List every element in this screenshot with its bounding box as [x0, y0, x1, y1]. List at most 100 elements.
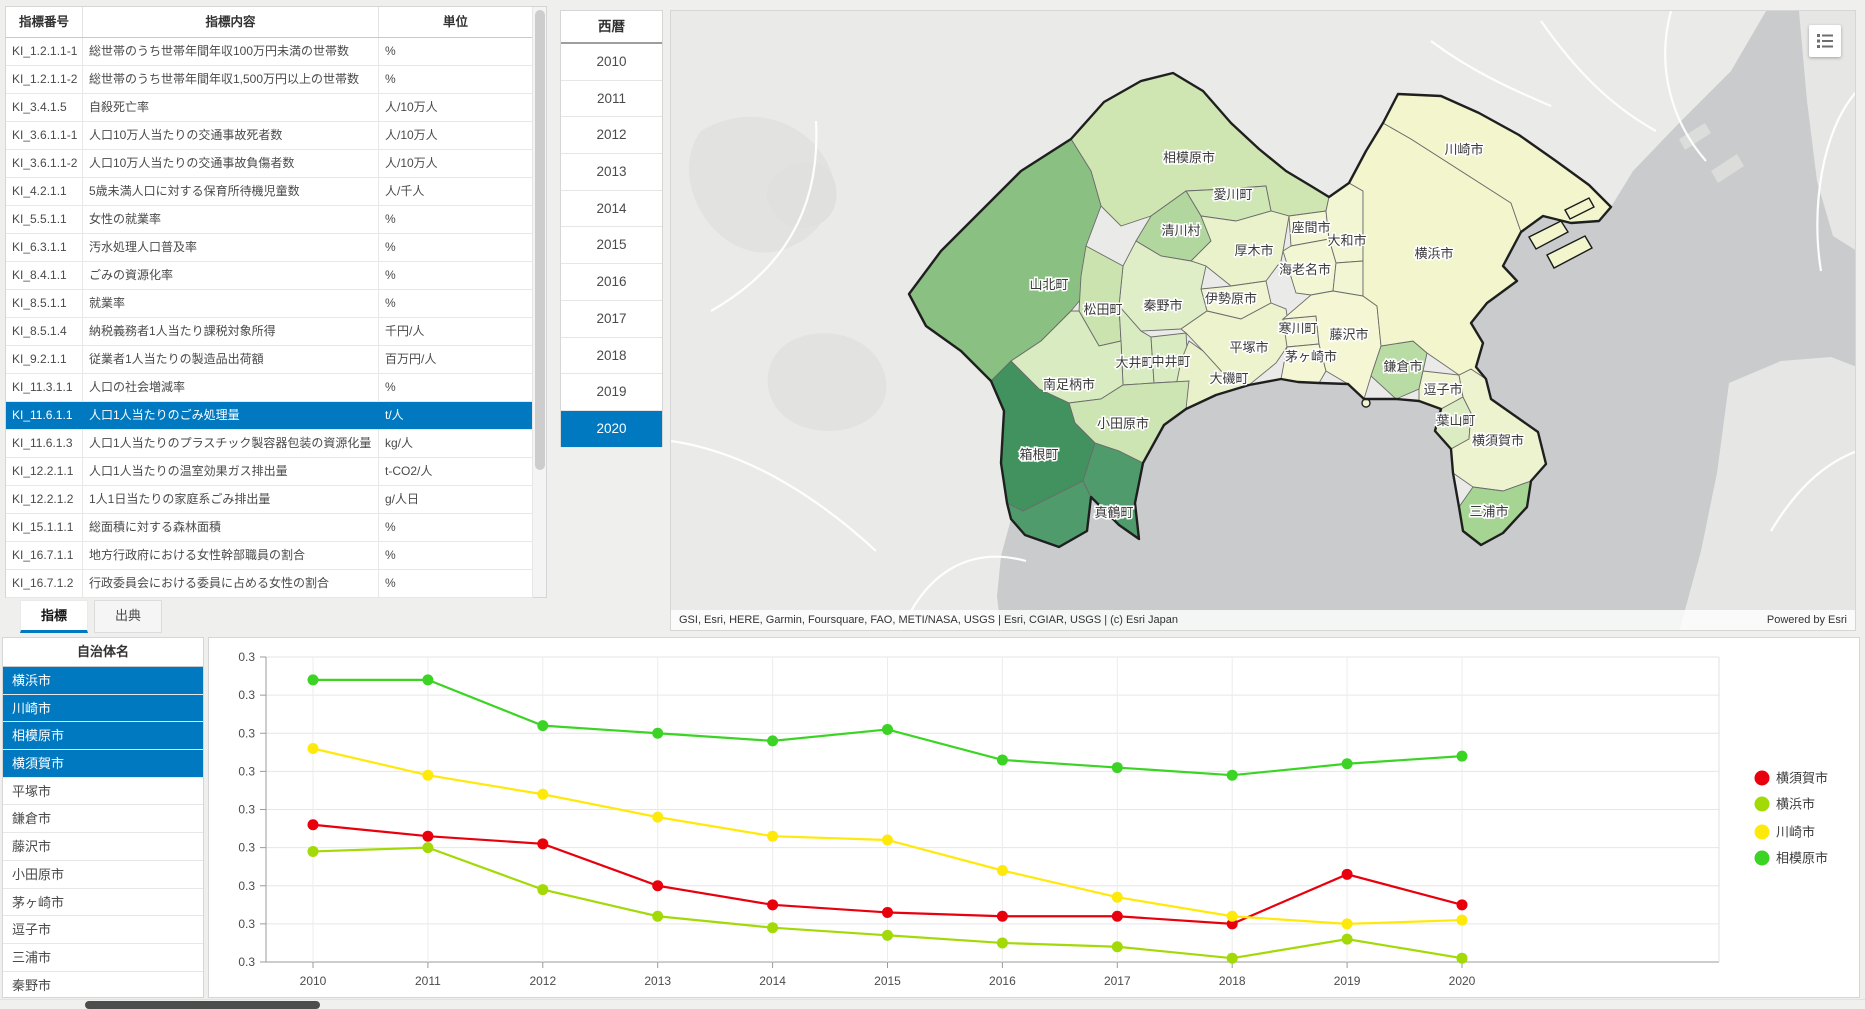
year-row[interactable]: 2010: [561, 44, 662, 81]
year-row[interactable]: 2017: [561, 301, 662, 338]
prefecture-outline: [907, 71, 1613, 549]
indicator-row[interactable]: KI_5.5.1.1 女性の就業率%: [6, 206, 533, 234]
chart-point: [652, 727, 664, 739]
map-region-label: 藤沢市: [1329, 327, 1368, 342]
legend-label[interactable]: 横須賀市: [1776, 771, 1828, 786]
indicator-table-scrollbar[interactable]: [532, 7, 546, 597]
chart-point: [882, 906, 893, 918]
indicator-row[interactable]: KI_12.2.1.1 人口1人当たりの温室効果ガス排出量 t-CO2/人: [6, 458, 533, 486]
year-row[interactable]: 2016: [561, 264, 662, 301]
indicator-no: KI_9.2.1.1: [6, 346, 83, 373]
indicator-content: 就業率: [83, 290, 379, 317]
municipality-row[interactable]: 藤沢市: [3, 833, 203, 861]
indicator-row[interactable]: KI_9.2.1.1 従業者1人当たりの製造品出荷額 百万円/人: [6, 346, 533, 374]
indicator-row[interactable]: KI_16.7.1.1 地方行政府における女性幹部職員の割合%: [6, 542, 533, 570]
indicator-row[interactable]: KI_16.7.1.2 行政委員会における委員に占める女性の割合%: [6, 570, 533, 598]
legend-swatch[interactable]: [1754, 850, 1770, 866]
indicator-content: 従業者1人当たりの製造品出荷額: [83, 346, 379, 373]
municipality-row[interactable]: 茅ヶ崎市: [3, 889, 203, 917]
harbour-piers: [1528, 197, 1595, 269]
municipality-row[interactable]: 川崎市: [3, 694, 203, 723]
indicator-row[interactable]: KI_8.5.1.4 納税義務者1人当たり課税対象所得 千円/人: [6, 318, 533, 346]
indicator-row[interactable]: KI_1.2.1.1-1 総世帯のうち世帯年間年収100万円未満の世帯数%: [6, 38, 533, 66]
legend-label[interactable]: 横浜市: [1776, 797, 1815, 812]
tab-indicator[interactable]: 指標: [20, 600, 89, 633]
year-row[interactable]: 2015: [561, 227, 662, 265]
municipality-row[interactable]: 鎌倉市: [3, 805, 203, 834]
map-legend-button[interactable]: [1809, 25, 1841, 57]
indicator-row[interactable]: KI_12.2.1.2 1人1日当たりの家庭系ごみ排出量 g/人日: [6, 486, 533, 514]
indicator-content: 女性の就業率: [83, 206, 379, 233]
indicator-unit: 人/千人: [379, 178, 533, 205]
year-row[interactable]: 2013: [561, 154, 662, 191]
chart-point: [422, 830, 434, 842]
indicator-row[interactable]: KI_6.3.1.1 汚水処理人口普及率%: [6, 234, 533, 262]
indicator-row[interactable]: KI_3.4.1.5 自殺死亡率 人/10万人: [6, 94, 533, 122]
legend-label[interactable]: 相模原市: [1776, 851, 1828, 866]
legend-label[interactable]: 川崎市: [1776, 825, 1815, 840]
map-panel[interactable]: 相模原市 山北町 愛川町 清川村 厚木市 座間市 大和市 海老名市 伊勢原市 秦野市 松田町 大井町中…: [670, 10, 1856, 631]
indicator-no: KI_5.5.1.1: [6, 206, 83, 233]
legend-swatch[interactable]: [1754, 824, 1770, 840]
municipality-row[interactable]: 秦野市: [3, 972, 203, 997]
year-row[interactable]: 2019: [561, 374, 662, 411]
indicator-row[interactable]: KI_11.3.1.1 人口の社会増減率%: [6, 374, 533, 402]
year-row[interactable]: 2020: [561, 410, 662, 448]
year-row[interactable]: 2018: [561, 338, 662, 375]
port-structure: [1711, 154, 1744, 183]
land-chiba-north: [1799, 11, 1855, 250]
y-tick-label: 0.3: [238, 688, 255, 702]
indicator-no: KI_8.5.1.4: [6, 318, 83, 345]
indicator-content: 人口1人当たりのごみ処理量: [83, 402, 379, 429]
indicator-unit: t/人: [379, 402, 533, 429]
indicator-no: KI_8.5.1.1: [6, 290, 83, 317]
map-region-ayase[interactable]: [1332, 260, 1364, 297]
municipality-row[interactable]: 平塚市: [3, 778, 203, 806]
indicator-row[interactable]: KI_8.5.1.1 就業率%: [6, 290, 533, 318]
indicator-row[interactable]: KI_11.6.1.1 人口1人当たりのごみ処理量 t/人: [6, 402, 533, 430]
map-region-label: 秦野市: [1143, 298, 1182, 313]
chart-point: [1226, 918, 1238, 930]
municipality-row[interactable]: 小田原市: [3, 861, 203, 889]
indicator-row[interactable]: KI_3.6.1.1-1 人口10万人当たりの交通事故死者数 人/10万人: [6, 122, 533, 150]
indicator-unit: 人/10万人: [379, 94, 533, 121]
legend-swatch[interactable]: [1754, 796, 1770, 812]
municipality-row[interactable]: 逗子市: [3, 916, 203, 944]
chart-point: [1226, 910, 1238, 922]
municipality-row[interactable]: 横須賀市: [3, 750, 203, 778]
map-region-hiratsuka[interactable]: [1180, 302, 1292, 386]
map-region-label: 逗子市: [1423, 382, 1462, 397]
tab-source[interactable]: 出典: [94, 600, 163, 633]
indicator-row[interactable]: KI_3.6.1.1-2 人口10万人当たりの交通事故負傷者数 人/10万人: [6, 150, 533, 178]
indicator-row[interactable]: KI_8.4.1.1 ごみの資源化率%: [6, 262, 533, 290]
map-region-label: 横浜市: [1414, 246, 1453, 261]
horizontal-scrollbar-track[interactable]: [0, 999, 1865, 1009]
year-row[interactable]: 2014: [561, 191, 662, 228]
municipality-row[interactable]: 相模原市: [3, 722, 203, 751]
chart-point: [882, 723, 893, 735]
map-region-label: 寒川町: [1278, 321, 1317, 336]
map-attribution: GSI, Esri, HERE, Garmin, Foursquare, FAO…: [671, 610, 1855, 630]
indicator-row[interactable]: KI_4.2.1.1 5歳未満人口に対する保育所待機児童数 人/千人: [6, 178, 533, 206]
x-tick-label: 2017: [1104, 974, 1131, 988]
year-row[interactable]: 2012: [561, 117, 662, 155]
legend-swatch[interactable]: [1754, 770, 1770, 786]
indicator-row[interactable]: KI_11.6.1.3 人口1人当たりのプラスチック製容器包装の資源化量 kg/人: [6, 430, 533, 458]
chart-point: [1341, 758, 1353, 770]
indicator-content: 地方行政府における女性幹部職員の割合: [83, 542, 379, 569]
y-tick-label: 0.3: [238, 764, 255, 778]
indicator-row[interactable]: KI_1.2.1.1-2 総世帯のうち世帯年間年収1,500万円以上の世帯数%: [6, 66, 533, 94]
indicator-row[interactable]: KI_15.1.1.1 総面積に対する森林面積%: [6, 514, 533, 542]
indicator-no: KI_16.7.1.2: [6, 570, 83, 597]
indicator-unit: %: [379, 66, 533, 93]
horizontal-scrollbar-thumb[interactable]: [85, 1001, 320, 1009]
map-region-atsugi[interactable]: [1190, 210, 1290, 287]
indicator-unit: 千円/人: [379, 318, 533, 345]
year-row[interactable]: 2011: [561, 81, 662, 118]
x-tick-label: 2015: [874, 974, 901, 988]
municipality-row[interactable]: 横浜市: [3, 667, 203, 695]
scrollbar-thumb[interactable]: [535, 10, 545, 470]
indicator-no: KI_12.2.1.1: [6, 458, 83, 485]
municipality-row[interactable]: 三浦市: [3, 944, 203, 972]
